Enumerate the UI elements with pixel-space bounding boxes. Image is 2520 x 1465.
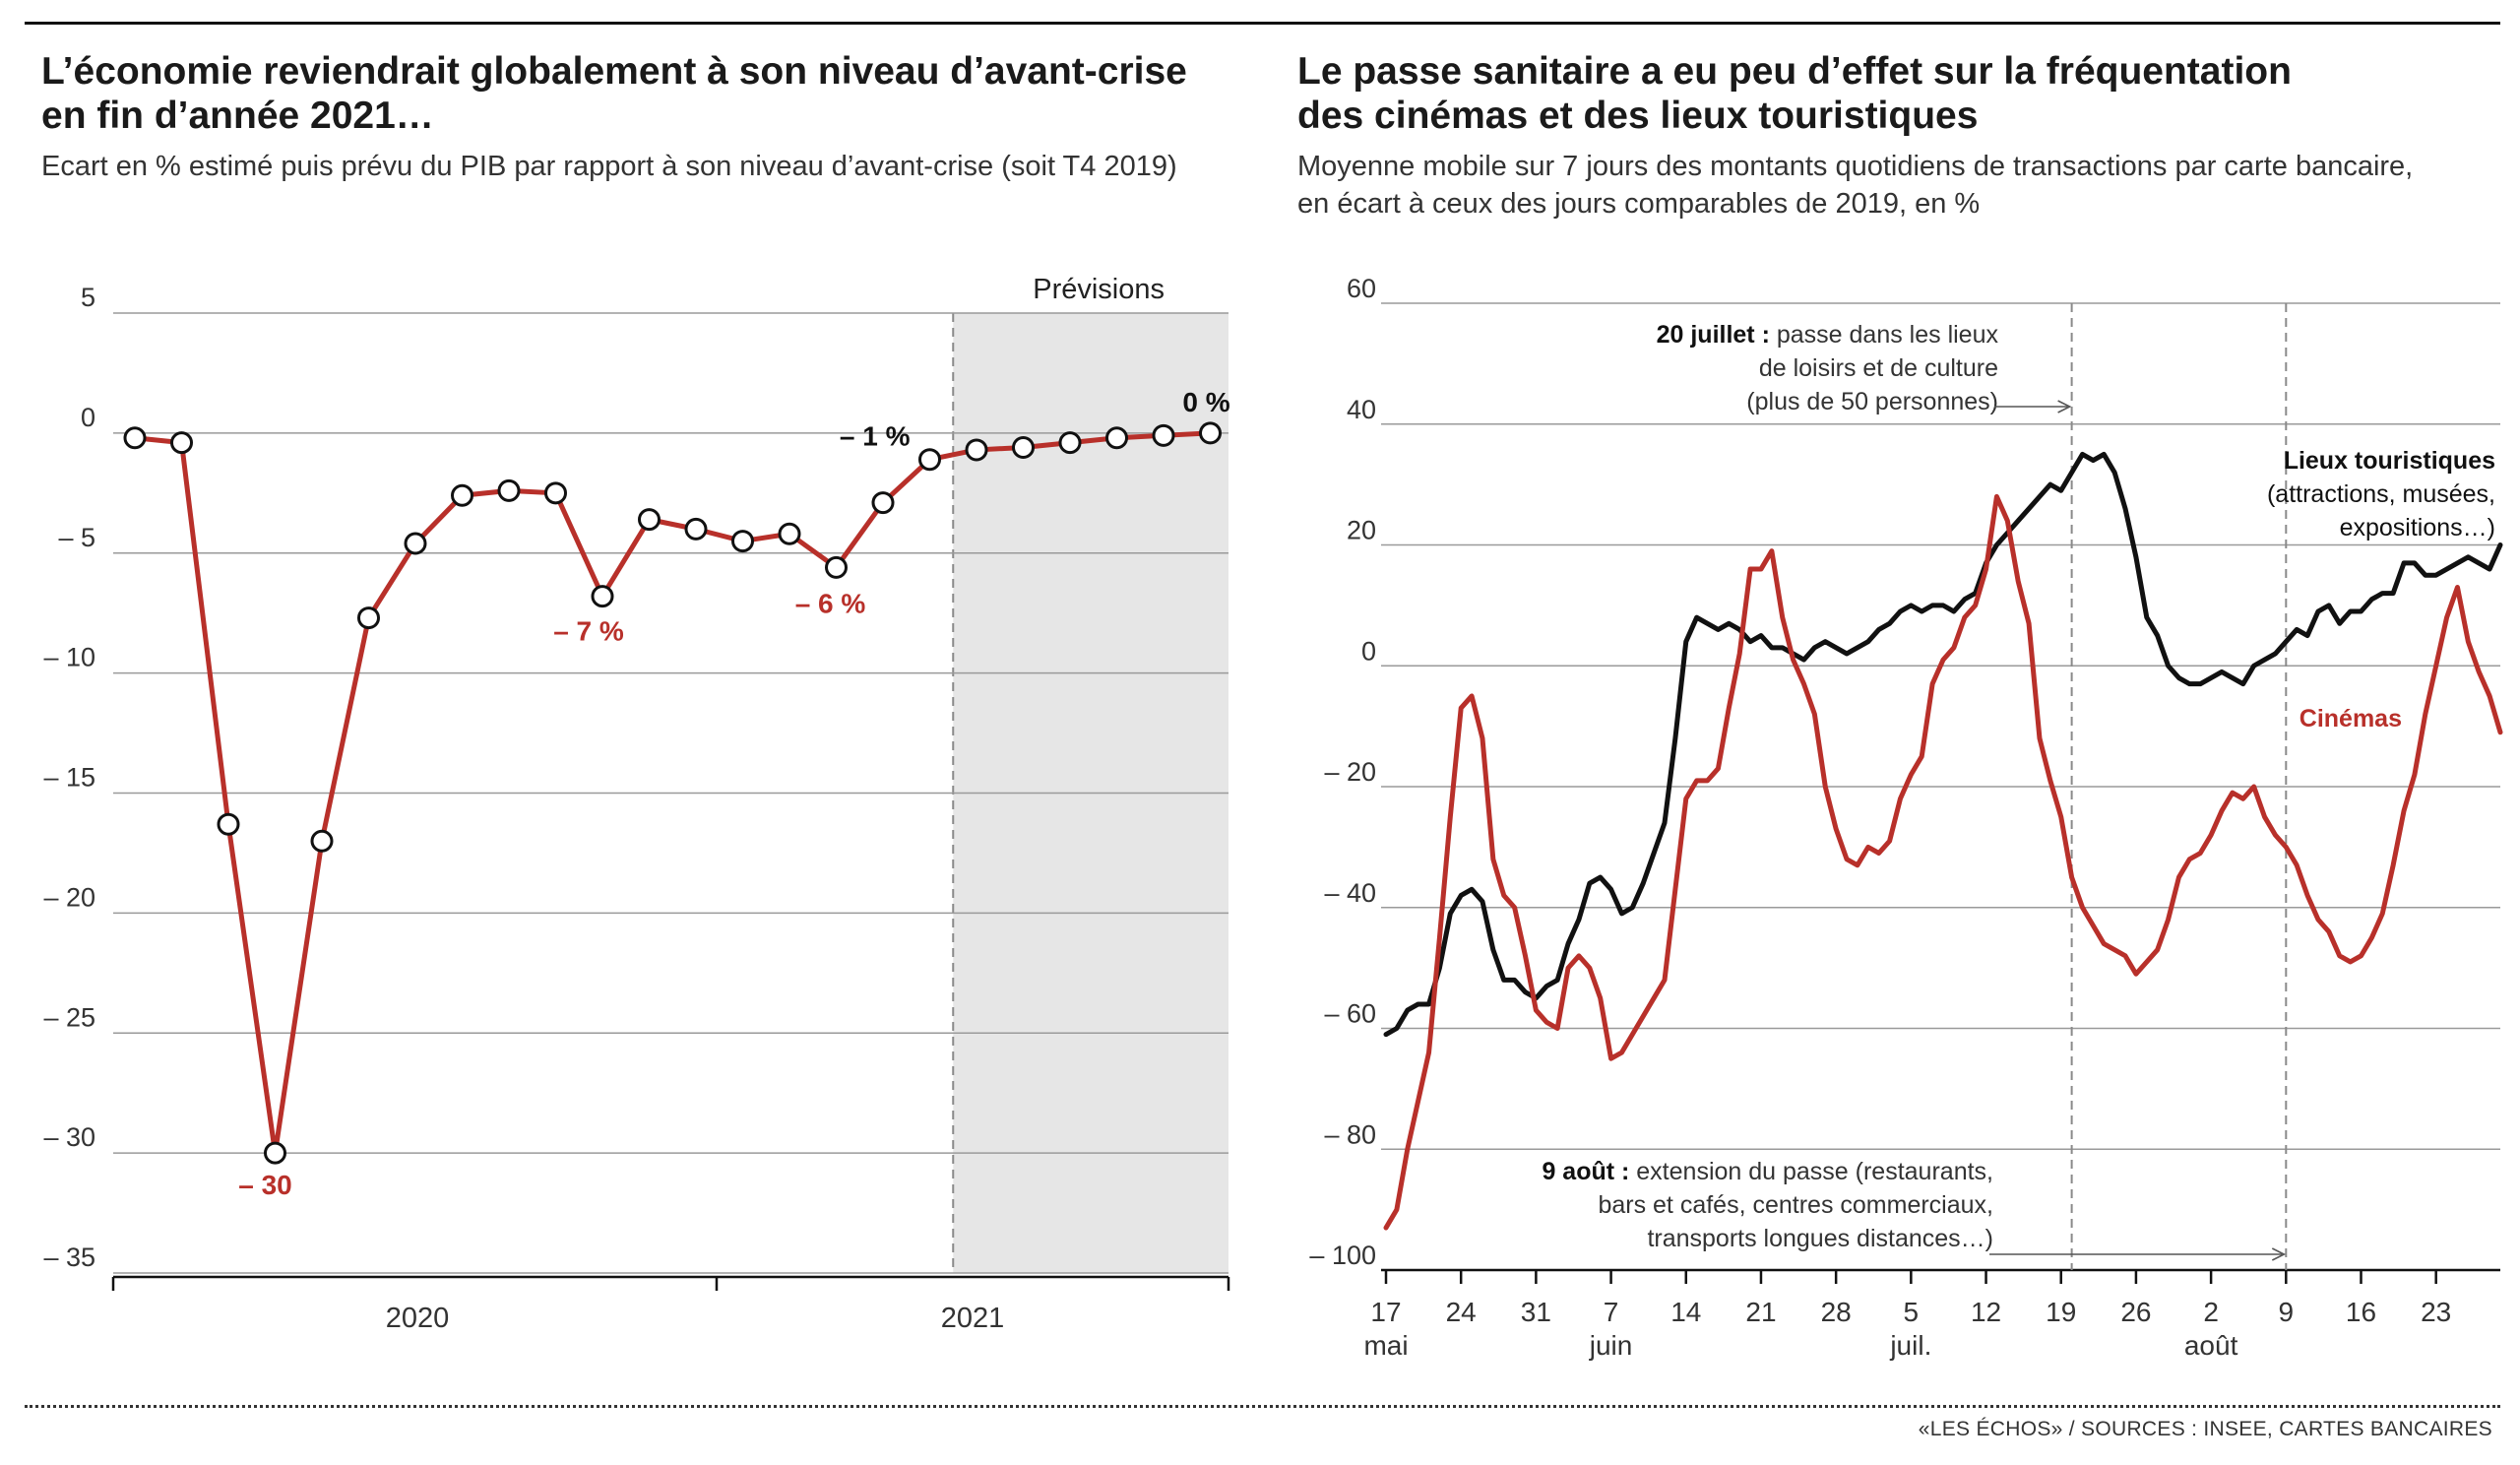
event-annotation-line: transports longues distances…) xyxy=(1647,1225,1993,1252)
x-tick-label: 2 xyxy=(2203,1297,2219,1327)
gdp-point xyxy=(1105,426,1128,450)
y-tick-label: – 60 xyxy=(1324,999,1376,1029)
x-tick-label: 28 xyxy=(1821,1297,1852,1327)
x-tick-label: 2021 xyxy=(941,1303,1005,1334)
x-tick-label: 5 xyxy=(1904,1297,1920,1327)
data-label: – 1 % xyxy=(840,421,911,452)
gdp-point xyxy=(871,491,895,515)
y-tick-label: 20 xyxy=(1347,516,1376,545)
y-tick-label: – 25 xyxy=(43,1002,95,1032)
event-annotation-line: 9 août : extension du passe (restaurants… xyxy=(1542,1158,1993,1185)
gdp-point xyxy=(123,426,147,450)
x-tick-month: juil. xyxy=(1889,1330,1931,1361)
y-tick-label: – 20 xyxy=(1324,757,1376,787)
right-chart-subtitle: Moyenne mobile sur 7 jours des montants … xyxy=(1297,151,2414,220)
gdp-point xyxy=(638,508,661,532)
gdp-point xyxy=(1152,423,1175,447)
gdp-point xyxy=(217,812,240,836)
event-text: passe dans les lieux xyxy=(1777,321,1999,349)
y-tick-label: – 10 xyxy=(43,643,95,672)
event-text: extension du passe (restaurants, xyxy=(1636,1158,1993,1185)
gdp-point xyxy=(965,438,988,462)
event-annotation-line: de loisirs et de culture xyxy=(1759,354,1998,382)
data-label: – 6 % xyxy=(795,588,866,618)
right-chart-title: Le passe sanitaire a eu peu d’effet sur … xyxy=(1297,50,2292,137)
cinemas-line xyxy=(1383,493,2503,1231)
y-tick-label: – 40 xyxy=(1324,878,1376,908)
gdp-point xyxy=(918,448,941,472)
x-tick-label: 19 xyxy=(2046,1297,2076,1327)
gdp-point xyxy=(1199,421,1222,445)
x-tick-label: 2020 xyxy=(386,1303,450,1334)
y-tick-label: – 30 xyxy=(43,1122,95,1152)
gdp-point xyxy=(451,483,473,507)
bottom-rule xyxy=(25,1405,2500,1408)
series-label-cinemas: Cinémas xyxy=(2300,705,2402,732)
event-annotation-line: bars et cafés, centres commerciaux, xyxy=(1598,1191,1993,1219)
x-tick-label: 14 xyxy=(1670,1297,1701,1327)
lieux-touristiques-line xyxy=(1383,451,2503,1038)
y-tick-label: 60 xyxy=(1347,274,1376,303)
data-label: – 30 xyxy=(238,1170,292,1200)
x-tick-label: 26 xyxy=(2120,1297,2151,1327)
gdp-point xyxy=(1058,431,1082,455)
event-annotation-line: 20 juillet : passe dans les lieux xyxy=(1657,321,1999,349)
gdp-point xyxy=(497,478,521,502)
event-arrowhead xyxy=(2271,1247,2287,1261)
x-tick-label: 23 xyxy=(2421,1297,2451,1327)
x-tick-month: août xyxy=(2184,1330,2238,1361)
y-tick-label: – 20 xyxy=(43,882,95,912)
gdp-point xyxy=(544,481,567,505)
data-label: – 7 % xyxy=(553,616,624,647)
x-tick-label: 17 xyxy=(1370,1297,1401,1327)
x-tick-month: juin xyxy=(1589,1330,1633,1361)
gdp-point xyxy=(404,532,427,555)
x-tick-label: 16 xyxy=(2346,1297,2376,1327)
data-label: 0 % xyxy=(1182,387,1229,417)
gdp-point xyxy=(591,585,614,608)
x-tick-month: mai xyxy=(1363,1330,1408,1361)
gdp-point xyxy=(731,530,754,553)
event-date: 20 juillet : xyxy=(1657,321,1777,349)
left-chart-subtitle: Ecart en % estimé puis prévu du PIB par … xyxy=(41,151,1177,182)
y-tick-label: – 80 xyxy=(1324,1119,1376,1149)
left-chart-title: L’économie reviendrait globalement à son… xyxy=(41,50,1187,137)
x-tick-label: 31 xyxy=(1521,1297,1551,1327)
y-tick-label: – 35 xyxy=(43,1242,95,1272)
x-tick-label: 21 xyxy=(1745,1297,1776,1327)
series-label-lieux-touristiques: expositions…) xyxy=(2340,514,2495,541)
event-arrowhead xyxy=(2057,400,2072,414)
y-tick-label: – 5 xyxy=(58,523,95,552)
gdp-point xyxy=(357,606,380,630)
event-date: 9 août : xyxy=(1542,1158,1636,1185)
series-label-lieux-touristiques: (attractions, musées, xyxy=(2267,480,2495,508)
y-tick-label: – 100 xyxy=(1309,1241,1376,1270)
y-tick-label: – 15 xyxy=(43,763,95,793)
y-tick-label: 0 xyxy=(1361,636,1376,666)
y-tick-label: 0 xyxy=(81,403,95,432)
gdp-point xyxy=(778,522,801,545)
event-annotation-line: (plus de 50 personnes) xyxy=(1746,388,1998,415)
gdp-point xyxy=(170,431,193,455)
gdp-point xyxy=(264,1141,286,1165)
x-tick-label: 24 xyxy=(1446,1297,1477,1327)
y-tick-label: 40 xyxy=(1347,395,1376,424)
x-tick-label: 12 xyxy=(1971,1297,2001,1327)
y-tick-label: 5 xyxy=(81,283,95,312)
source-credit: «LES ÉCHOS» / SOURCES : INSEE, CARTES BA… xyxy=(1918,1418,2492,1440)
x-tick-label: 9 xyxy=(2279,1297,2295,1327)
gdp-point xyxy=(1012,436,1035,459)
gdp-point xyxy=(684,517,708,541)
gdp-point xyxy=(825,555,848,579)
gdp-point xyxy=(310,829,334,853)
forecast-label: Prévisions xyxy=(1033,274,1165,305)
series-label-lieux-touristiques: Lieux touristiques xyxy=(2284,447,2495,475)
x-tick-label: 7 xyxy=(1604,1297,1619,1327)
top-rule xyxy=(25,22,2500,25)
